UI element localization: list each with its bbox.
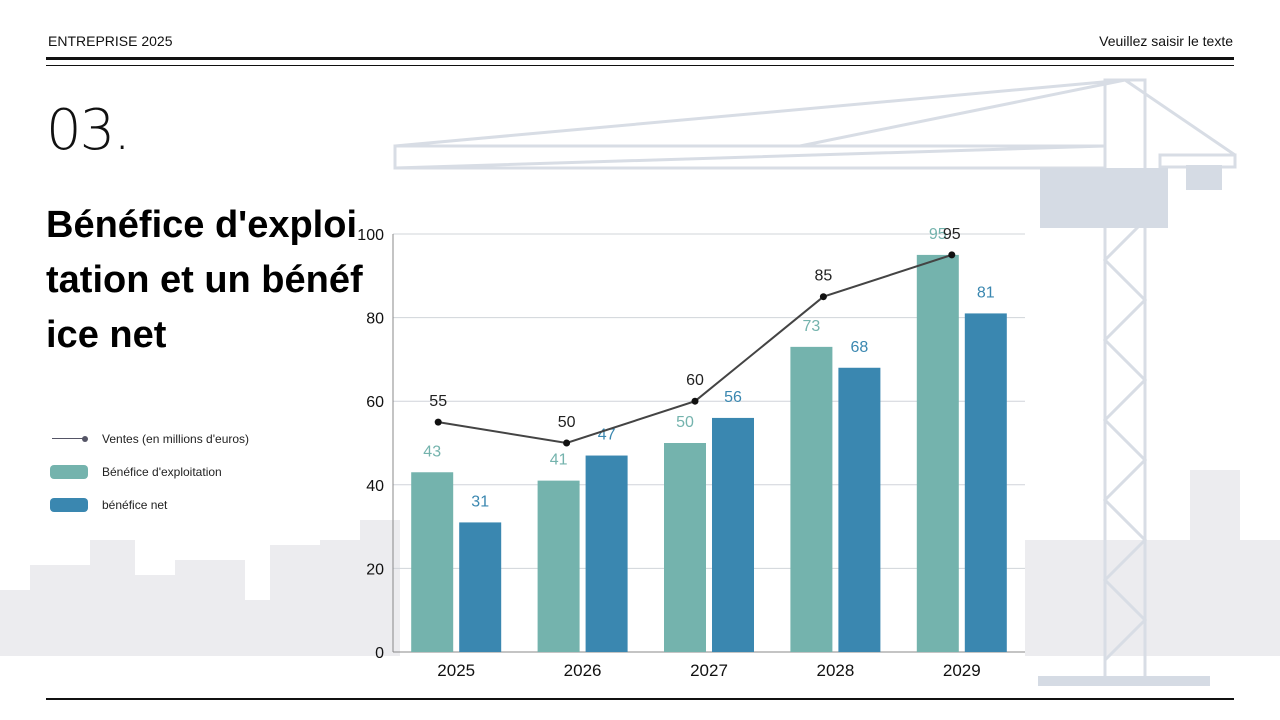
header-right[interactable]: Veuillez saisir le texte [1099, 33, 1233, 49]
sales-point [948, 251, 956, 259]
bar [916, 254, 959, 652]
sales-point [819, 293, 827, 301]
bar [838, 367, 881, 652]
x-tick-label: 2025 [437, 661, 475, 680]
header-divider [46, 57, 1234, 60]
data-label: 31 [471, 493, 489, 510]
bar [537, 480, 580, 652]
y-tick-label: 60 [366, 394, 384, 411]
header-divider-thin [46, 65, 1234, 66]
legend-item-net: bénéfice net [50, 498, 167, 512]
bar [459, 522, 502, 652]
legend-label: bénéfice net [102, 498, 168, 512]
legend-swatch [50, 498, 88, 512]
sales-label: 95 [943, 226, 961, 243]
section-number: 03. [46, 98, 131, 163]
sales-label: 60 [686, 372, 704, 389]
data-label: 68 [851, 339, 869, 356]
page-title: Bénéfice d'exploitation et un bénéfice n… [46, 204, 363, 356]
bar [964, 313, 1007, 652]
bar [712, 417, 754, 652]
x-tick-label: 2028 [816, 661, 854, 680]
sales-label: 85 [815, 268, 833, 285]
data-label: 81 [977, 284, 995, 301]
header-left: ENTREPRISE 2025 [48, 33, 173, 49]
y-tick-label: 0 [375, 645, 384, 662]
data-label: 50 [676, 414, 694, 431]
data-label: 56 [724, 389, 742, 406]
sales-point [434, 418, 442, 426]
x-tick-label: 2027 [690, 661, 728, 680]
legend-label: Ventes (en millions d'euros) [102, 432, 250, 446]
x-tick-label: 2026 [564, 661, 602, 680]
y-tick-label: 80 [366, 311, 384, 328]
data-label: 41 [550, 452, 568, 469]
legend-swatch [50, 465, 88, 479]
y-tick-label: 20 [366, 561, 384, 578]
x-tick-label: 2029 [943, 661, 981, 680]
bar [664, 443, 706, 652]
legend-label: Bénéfice d'exploitation [102, 465, 222, 479]
data-label: 43 [423, 443, 441, 460]
bar [411, 472, 454, 652]
data-label: 73 [803, 318, 821, 335]
line-marker-icon [50, 434, 88, 444]
footer-divider [46, 698, 1234, 700]
legend-item-sales: Ventes (en millions d'euros) [50, 432, 249, 446]
sales-label: 50 [558, 414, 576, 431]
data-label: 95 [929, 226, 947, 243]
sales-point [691, 397, 699, 405]
y-tick-label: 100 [357, 227, 384, 244]
y-tick-label: 40 [366, 478, 384, 495]
legend-item-operating: Bénéfice d'exploitation [50, 465, 222, 479]
sales-point [563, 439, 571, 447]
sales-label: 55 [429, 393, 447, 410]
bar [585, 455, 628, 652]
bar [790, 346, 833, 652]
